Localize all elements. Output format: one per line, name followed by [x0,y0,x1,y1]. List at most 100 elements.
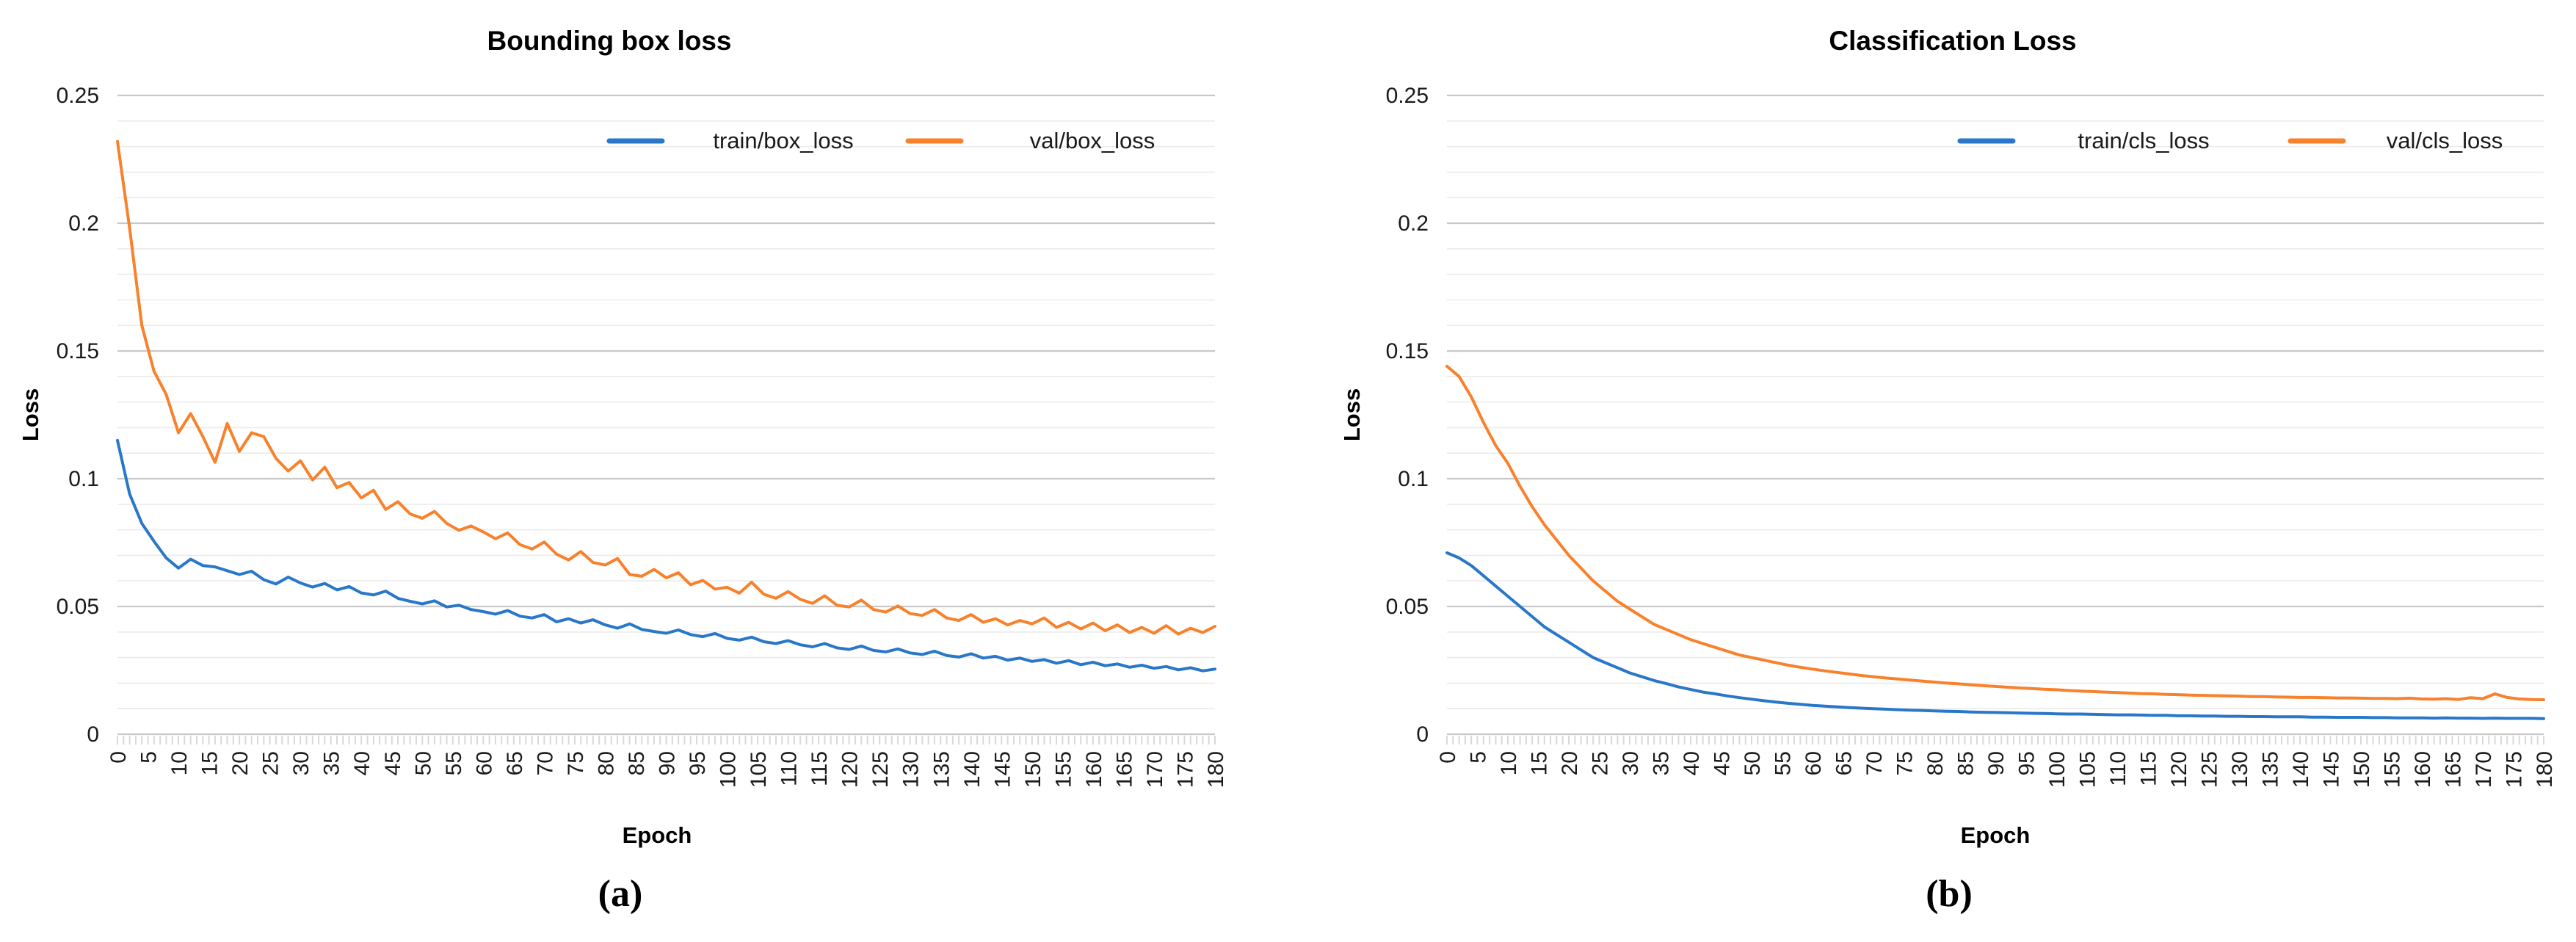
y-tick-labels: 0 0.05 0.1 0.15 0.2 0.25 [1386,84,1429,747]
x-tick-label: 50 [411,751,435,775]
x-tick-label: 5 [1467,751,1491,764]
legend: train/cls_loss val/cls_loss [1957,128,2503,153]
y-axis-title: Loss [18,388,43,441]
caption-a: (a) [598,873,643,915]
x-tick-label: 115 [808,751,832,786]
x-axis-title: Epoch [623,822,692,848]
x-tick-label: 20 [228,751,253,775]
x-tick-label: 100 [2045,751,2069,788]
x-tick-label: 135 [2259,751,2283,788]
chart-canvas: 0 5 10 15 20 25 30 35 40 45 50 55 60 65 70 75 80 85 90 95 10… [18,26,1228,848]
legend-label: train/box_loss [713,128,853,153]
y-tick-label: 0.15 [1386,339,1429,363]
x-tick-label: 170 [1143,751,1167,788]
x-tick-label: 160 [2411,751,2435,788]
x-tick-label: 50 [1741,751,1765,775]
y-tick-label: 0.2 [68,211,99,236]
x-tick-label: 145 [2320,751,2344,788]
x-tick-label: 170 [2472,751,2496,788]
x-tick-label: 40 [1680,751,1704,775]
x-tick-label: 30 [1619,751,1643,775]
y-tick-label: 0.05 [57,595,99,619]
y-tick-label: 0.1 [1398,467,1429,491]
x-tick-label: 155 [1051,751,1075,788]
x-tick-label: 75 [1893,751,1918,775]
y-tick-labels: 0 0.05 0.1 0.15 0.2 0.25 [57,84,99,747]
x-axis-tick-strip [117,736,1216,744]
gridlines [117,94,1215,736]
gridlines [1447,94,2544,736]
y-tick-label: 0.05 [1386,595,1429,619]
x-tick-label: 135 [929,751,954,788]
x-tick-label: 85 [625,751,649,775]
x-tick-label: 25 [259,751,283,775]
x-tick-label: 35 [320,751,344,775]
chart-title: Classification Loss [1829,26,2076,56]
series-line-train-cls-loss [1445,551,2545,720]
y-tick-label: 0 [87,722,99,747]
x-tick-label: 65 [503,751,527,775]
y-tick-label: 0.15 [57,339,99,363]
x-tick-label: 155 [2381,751,2405,788]
series-line-val-box-loss [116,140,1216,636]
x-tick-label: 60 [472,751,496,775]
x-tick-label: 120 [838,751,863,788]
x-tick-label: 25 [1589,751,1613,775]
x-tick-label: 165 [1112,751,1136,788]
x-tick-label: 95 [2015,751,2039,775]
x-tick-label: 55 [1771,751,1796,775]
legend-label: val/cls_loss [2387,128,2503,153]
x-tick-label: 125 [868,751,893,788]
x-tick-label: 145 [990,751,1015,788]
x-axis-title: Epoch [1961,822,2031,848]
x-tick-label: 75 [564,751,588,775]
y-axis-title: Loss [1339,388,1365,441]
x-tick-label: 45 [381,751,405,775]
x-tick-label: 15 [198,751,222,775]
x-tick-label: 110 [777,751,802,786]
x-tick-label: 70 [1862,751,1887,775]
x-tick-label: 70 [533,751,557,775]
x-tick-label: 45 [1710,751,1735,775]
x-tick-label: 130 [899,751,924,788]
x-tick-label: 15 [1528,751,1552,775]
y-tick-label: 0 [1416,722,1429,747]
x-tick-label: 150 [1021,751,1045,788]
y-tick-label: 0.25 [1386,84,1429,108]
x-tick-label: 165 [2442,751,2466,788]
x-tick-label: 85 [1954,751,1978,775]
x-tick-label: 60 [1802,751,1826,775]
series-line-train-box-loss [116,438,1216,673]
x-tick-label: 0 [106,751,131,764]
x-tick-label: 110 [2106,751,2130,786]
x-tick-label: 125 [2198,751,2222,788]
legend-label: val/box_loss [1030,128,1155,153]
x-tick-label: 140 [2289,751,2313,788]
x-tick-label: 5 [137,751,162,764]
x-tick-label: 80 [594,751,618,775]
caption-b: (b) [1926,873,1973,915]
x-tick-label: 160 [1082,751,1106,788]
series-line-val-cls-loss [1445,364,2545,701]
y-tick-label: 0.2 [1398,211,1429,236]
x-tick-label: 130 [2228,751,2252,788]
x-tick-label: 65 [1832,751,1857,775]
x-tick-label: 40 [350,751,374,775]
x-tick-label: 140 [960,751,984,788]
x-tick-label: 150 [2350,751,2374,788]
x-tick-label: 90 [1984,751,2009,775]
chart-classification-loss: 0 5 10 15 20 25 30 35 40 45 50 55 60 65 70 75 80 85 90 95 10… [1288,0,2576,942]
x-tick-label: 10 [167,751,192,775]
x-tick-label: 105 [747,751,771,788]
x-axis-tick-strip [1446,736,2544,744]
x-tick-label: 175 [1173,751,1197,788]
chart-canvas: 0 5 10 15 20 25 30 35 40 45 50 55 60 65 70 75 80 85 90 95 10… [1339,26,2557,848]
x-tick-label: 120 [2167,751,2191,788]
x-tick-labels: 0 5 10 15 20 25 30 35 40 45 50 55 60 65 70 75 80 85 90 95 10… [1436,751,2557,788]
y-tick-label: 0.1 [68,467,99,491]
x-tick-label: 35 [1650,751,1674,775]
x-tick-label: 90 [656,751,680,775]
legend-label: train/cls_loss [2078,128,2209,153]
x-tick-label: 180 [1204,751,1228,788]
